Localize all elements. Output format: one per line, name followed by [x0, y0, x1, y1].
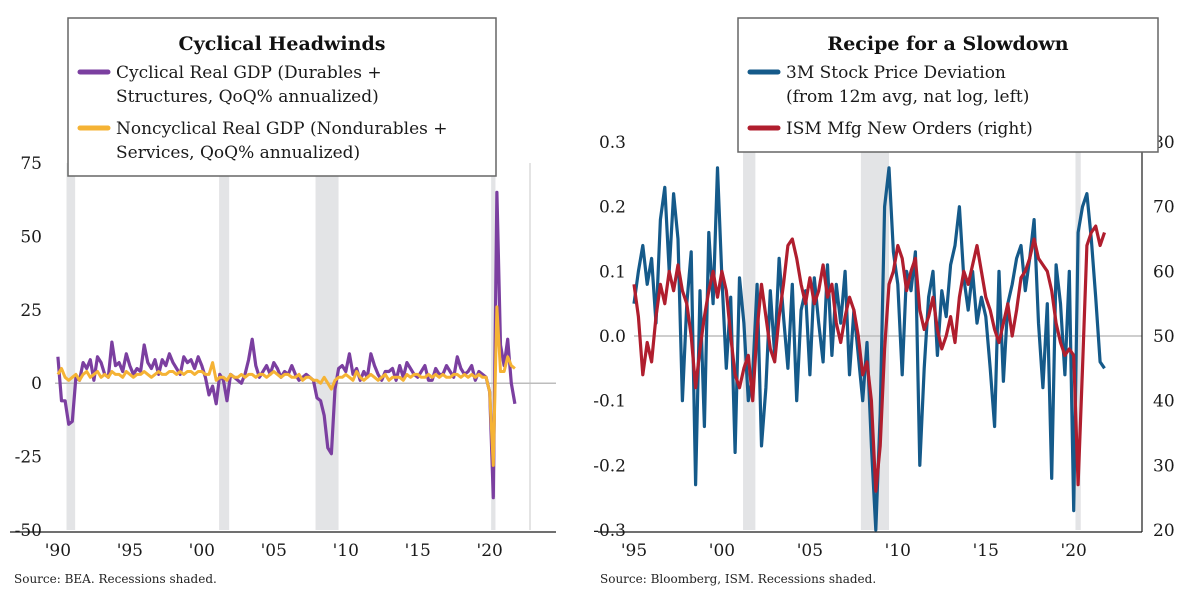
legend: Cyclical Headwinds Cyclical Real GDP (Du…: [67, 17, 497, 177]
right-y-tick-label: 70: [1153, 198, 1175, 218]
series-group: [632, 166, 1107, 532]
left-y-tick-label: 0.3: [599, 133, 626, 153]
right-y-tick-label: 30: [1153, 456, 1175, 476]
recession-band-1: [219, 163, 230, 530]
left-y-axis-tick-labels: 0.3 0.2 0.1 0.0 -0.1 -0.2 -0.3: [593, 133, 626, 541]
x-tick-label: '90: [45, 541, 71, 561]
recession-band-2: [315, 163, 339, 530]
y-tick-label: 25: [20, 301, 42, 321]
right-y-tick-label: 20: [1153, 521, 1175, 541]
legend-label-ism-new-orders: ISM Mfg New Orders (right): [786, 119, 1033, 139]
x-tick-label: '00: [189, 541, 215, 561]
x-tick-label: '05: [797, 541, 823, 561]
recession-band-0: [66, 163, 76, 530]
x-tick-label: '20: [1061, 541, 1087, 561]
legend-label-cyclical-line2: Structures, QoQ% annualized): [116, 87, 379, 107]
source-note: Source: Bloomberg, ISM. Recessions shade…: [600, 572, 876, 586]
y-tick-label: 0: [31, 374, 42, 394]
legend-label-cyclical-line1: Cyclical Real GDP (Durables +: [116, 63, 382, 83]
legend-box: [67, 17, 497, 177]
x-axis-tick-labels: '95 '00 '05 '10 '15 '20: [621, 541, 1087, 561]
chart-title: Recipe for a Slowdown: [827, 33, 1068, 55]
right-y-tick-label: 50: [1153, 327, 1175, 347]
recession-shading-group: [66, 163, 496, 530]
chart-title: Cyclical Headwinds: [179, 33, 386, 55]
legend-label-stock-deviation-line2: (from 12m avg, nat log, left): [786, 87, 1029, 107]
x-tick-label: '15: [973, 541, 999, 561]
left-y-tick-label: -0.3: [593, 521, 626, 541]
legend-label-stock-deviation-line1: 3M Stock Price Deviation: [786, 63, 1006, 83]
x-tick-label: '20: [477, 541, 503, 561]
source-note: Source: BEA. Recessions shaded.: [14, 572, 217, 586]
y-tick-label: 50: [20, 227, 42, 247]
right-y-tick-label: 40: [1153, 392, 1175, 412]
recession-band-3: [491, 163, 496, 530]
series-line-ism-new-orders: [632, 224, 1107, 493]
legend-box: [737, 17, 1159, 153]
y-tick-label: 75: [20, 154, 42, 174]
y-tick-label: -50: [15, 521, 42, 541]
x-tick-label: '10: [885, 541, 911, 561]
left-y-tick-label: 0.2: [599, 198, 626, 218]
series-line-cyclical: [56, 190, 517, 500]
series-group: [56, 190, 517, 500]
y-axis-tick-labels: 75 50 25 0 -25 -50: [15, 154, 42, 541]
legend-label-noncyclical-line1: Noncyclical Real GDP (Nondurables +: [116, 119, 448, 139]
x-tick-label: '95: [621, 541, 647, 561]
x-axis-tick-labels: '90 '95 '00 '05 '10 '15 '20: [45, 541, 503, 561]
left-y-tick-label: -0.2: [593, 456, 626, 476]
x-tick-label: '15: [405, 541, 431, 561]
y-tick-label: -25: [15, 448, 42, 468]
legend: Recipe for a Slowdown 3M Stock Price Dev…: [737, 17, 1159, 153]
x-tick-label: '10: [333, 541, 359, 561]
left-y-tick-label: 0.0: [599, 327, 626, 347]
left-y-tick-label: 0.1: [599, 262, 626, 282]
x-tick-label: '95: [117, 541, 143, 561]
left-y-tick-label: -0.1: [593, 392, 626, 412]
recipe-for-slowdown-chart: 0.30.20.10.0-0.1-0.2-0.3 80706050403020 …: [593, 17, 1175, 586]
legend-label-noncyclical-line2: Services, QoQ% annualized): [116, 143, 360, 163]
cyclical-headwinds-chart: 75 50 25 0 -25 -50 '90 '95 '00 '05 '10 '15 '20 Cycl…: [10, 17, 556, 586]
x-tick-label: '05: [261, 541, 287, 561]
x-tick-label: '00: [709, 541, 735, 561]
right-y-tick-label: 60: [1153, 262, 1175, 282]
series-line-noncyclical: [56, 305, 516, 467]
